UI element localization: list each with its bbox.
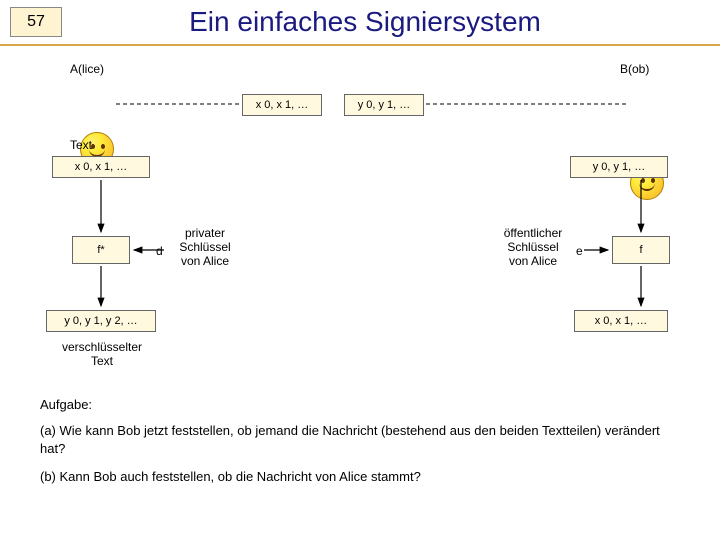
d-label: d xyxy=(156,244,163,258)
task-heading: Aufgabe: xyxy=(40,396,92,414)
question-a: (a) Wie kann Bob jetzt feststellen, ob j… xyxy=(40,422,680,457)
header: 57 Ein einfaches Signiersystem xyxy=(0,0,720,46)
question-b: (b) Kann Bob auch feststellen, ob die Na… xyxy=(40,468,680,486)
box-y-top: y 0, y 1, … xyxy=(344,94,424,116)
bob-label: B(ob) xyxy=(620,62,670,76)
alice-label: A(lice) xyxy=(70,62,120,76)
box-f: f xyxy=(612,236,670,264)
slide-number: 57 xyxy=(27,13,45,31)
box-y-bottom-left: y 0, y 1, y 2, … xyxy=(46,310,156,332)
encrypted-text-label: verschlüsselterText xyxy=(54,340,150,368)
box-x-left: x 0, x 1, … xyxy=(52,156,150,178)
public-key-label: öffentlicherSchlüsselvon Alice xyxy=(496,226,570,268)
e-label: e xyxy=(576,244,583,258)
box-y-right: y 0, y 1, … xyxy=(570,156,668,178)
box-x-bottom-right: x 0, x 1, … xyxy=(574,310,668,332)
text-label: Text xyxy=(70,138,92,152)
slide: 57 Ein einfaches Signiersystem A(lice) B… xyxy=(0,0,720,540)
private-key-label: privaterSchlüsselvon Alice xyxy=(170,226,240,268)
arrows-svg xyxy=(0,0,720,540)
slide-number-box: 57 xyxy=(10,7,62,37)
box-x-top: x 0, x 1, … xyxy=(242,94,322,116)
slide-title: Ein einfaches Signiersystem xyxy=(62,6,720,38)
box-f-star: f* xyxy=(72,236,130,264)
